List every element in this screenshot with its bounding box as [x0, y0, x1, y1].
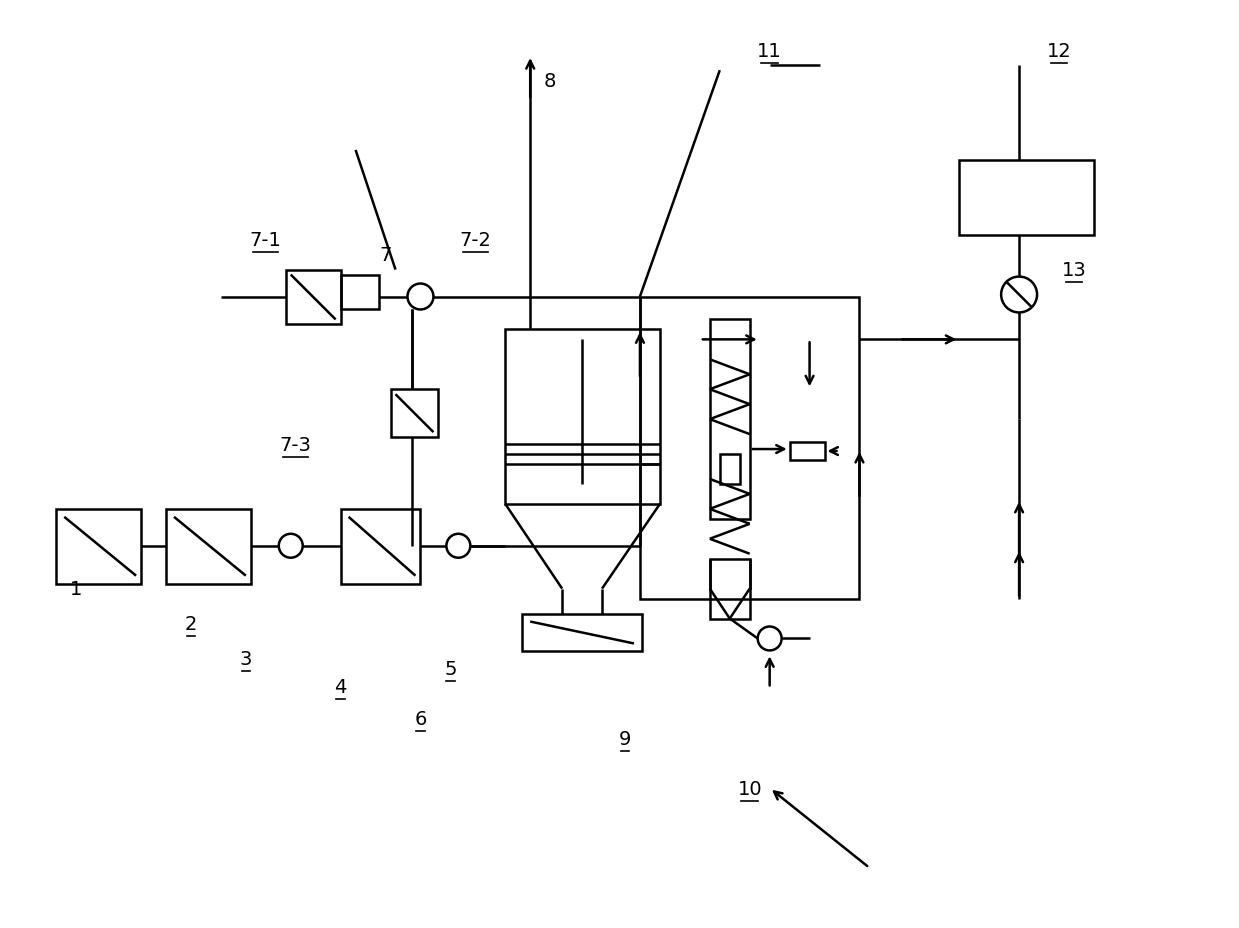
Text: 6: 6 [414, 709, 426, 728]
Text: 3: 3 [239, 650, 252, 668]
Bar [56, 509, 141, 584]
Text: 13: 13 [1062, 261, 1087, 279]
Text: 7-2: 7-2 [460, 231, 491, 250]
Bar [390, 390, 439, 438]
Bar [710, 559, 750, 619]
Text: 9: 9 [618, 728, 631, 748]
Bar [959, 161, 1094, 236]
Bar [522, 614, 642, 651]
Bar [166, 509, 250, 584]
Text: 4: 4 [335, 677, 347, 696]
Bar [506, 330, 660, 504]
Text: 5: 5 [444, 659, 457, 678]
Text: 11: 11 [757, 42, 782, 60]
Text: 7: 7 [379, 246, 392, 264]
Bar [789, 443, 824, 460]
Text: 7-1: 7-1 [250, 231, 281, 250]
Text: 10: 10 [737, 779, 762, 798]
Bar [710, 320, 750, 520]
Bar [720, 455, 740, 484]
Text: 1: 1 [71, 579, 83, 599]
Bar [341, 509, 420, 584]
Text: 7-3: 7-3 [280, 435, 312, 454]
Bar [286, 270, 341, 325]
Bar [641, 297, 860, 599]
Text: 12: 12 [1047, 42, 1072, 60]
Text: 8: 8 [544, 71, 556, 91]
Bar [341, 276, 379, 310]
Text: 2: 2 [185, 614, 197, 633]
